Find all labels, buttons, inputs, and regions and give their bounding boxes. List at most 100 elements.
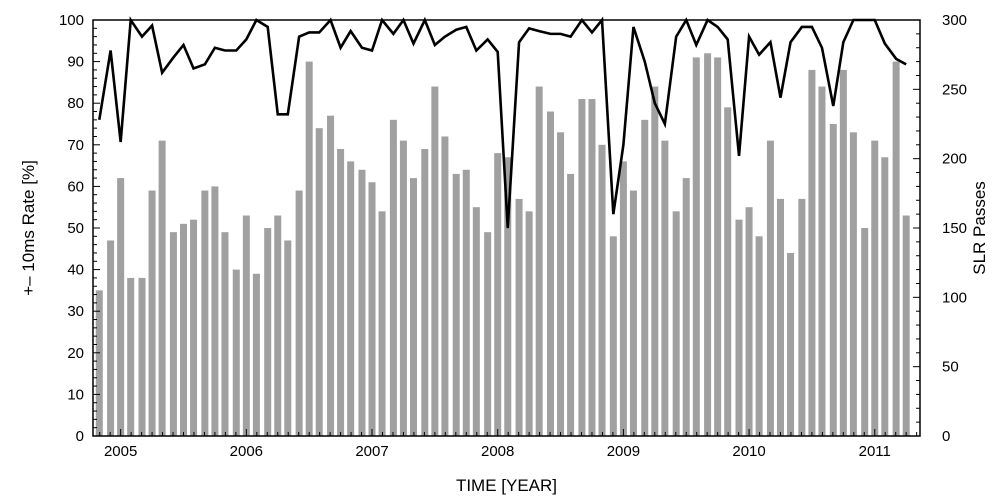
bar — [557, 132, 565, 436]
bar — [409, 178, 417, 436]
bar — [441, 136, 449, 437]
bar — [776, 198, 784, 436]
bar — [798, 198, 806, 436]
bar — [661, 140, 669, 436]
x-tick-label: 2011 — [859, 443, 891, 460]
bar — [117, 178, 125, 436]
bar — [755, 236, 763, 436]
left-tick-label: 100 — [59, 12, 84, 29]
bar — [609, 236, 617, 436]
bar — [95, 290, 103, 436]
bar — [578, 99, 586, 436]
bar — [337, 148, 345, 436]
bar — [264, 228, 272, 436]
x-tick-label: 2008 — [481, 443, 514, 460]
bar — [714, 57, 722, 436]
right-axis-ticks: 0 50 100 150 200 250 300 — [913, 12, 967, 445]
bar — [378, 211, 386, 436]
bar — [735, 219, 743, 436]
bar — [839, 69, 847, 437]
bar — [421, 148, 429, 436]
bar — [525, 211, 533, 436]
bar — [672, 211, 680, 436]
bar — [179, 223, 187, 436]
left-tick-label: 0 — [76, 428, 84, 445]
bar — [148, 190, 156, 436]
bar — [871, 140, 879, 436]
bar — [315, 128, 323, 436]
bar — [347, 161, 355, 436]
bar — [295, 190, 303, 436]
bar — [138, 277, 146, 436]
x-axis-ticks: 2005 2006 2007 2008 2009 2010 2011 — [99, 429, 918, 460]
bar — [535, 86, 543, 436]
x-tick-label: 2010 — [732, 443, 765, 460]
line-series-layer — [97, 16, 907, 229]
right-axis-title: SLR Passes — [970, 181, 989, 275]
left-tick-label: 10 — [67, 386, 84, 403]
bar — [692, 57, 700, 436]
bar — [682, 178, 690, 436]
bar — [494, 153, 502, 436]
bar — [190, 219, 198, 436]
bar — [504, 157, 512, 436]
left-tick-label: 70 — [67, 137, 84, 154]
bar-series — [95, 53, 910, 437]
bar — [368, 182, 376, 436]
bar — [452, 173, 460, 437]
bar — [358, 169, 366, 436]
bar — [704, 53, 712, 436]
x-tick-label: 2005 — [104, 443, 137, 460]
bar — [766, 140, 774, 436]
left-tick-label: 20 — [67, 345, 84, 362]
bar — [724, 107, 732, 437]
bar — [211, 186, 219, 436]
bar — [818, 86, 826, 436]
right-tick-label: 300 — [942, 12, 967, 29]
bar — [588, 99, 596, 436]
bar — [892, 61, 900, 436]
bar — [221, 232, 229, 436]
bar — [619, 161, 627, 436]
bar — [201, 190, 209, 436]
bar — [629, 190, 637, 436]
bar — [252, 273, 260, 436]
left-tick-label: 40 — [67, 262, 84, 279]
bar — [127, 277, 135, 436]
bar — [232, 269, 240, 436]
bar — [158, 140, 166, 436]
x-tick-label: 2007 — [355, 443, 388, 460]
left-axis-title: +– 10ms Rate [%] — [19, 160, 38, 296]
x-tick-label: 2006 — [230, 443, 263, 460]
bar — [107, 240, 115, 436]
bar — [389, 119, 397, 436]
bar — [808, 69, 816, 437]
bar — [169, 232, 177, 436]
bar — [242, 215, 250, 436]
bar — [829, 124, 837, 436]
right-tick-label: 250 — [942, 81, 967, 98]
bar — [431, 86, 439, 436]
left-tick-label: 30 — [67, 303, 84, 320]
bar — [399, 140, 407, 436]
x-tick-label: 2009 — [607, 443, 640, 460]
bar — [484, 232, 492, 436]
bar — [861, 228, 869, 436]
bar — [515, 198, 523, 436]
bar — [472, 207, 480, 436]
right-tick-label: 100 — [942, 289, 967, 306]
bar — [274, 215, 282, 436]
bar — [745, 207, 753, 436]
bar — [651, 86, 659, 436]
bar — [462, 169, 470, 436]
right-tick-label: 50 — [942, 359, 959, 376]
bar — [787, 252, 795, 436]
left-tick-label: 50 — [67, 220, 84, 237]
left-tick-label: 60 — [67, 178, 84, 195]
bar — [598, 144, 606, 437]
bar — [546, 111, 554, 437]
bar — [567, 173, 575, 437]
bar — [305, 61, 313, 436]
bar — [902, 215, 910, 436]
left-axis-ticks: 0 10 20 30 40 50 60 70 80 90 100 — [59, 12, 100, 445]
